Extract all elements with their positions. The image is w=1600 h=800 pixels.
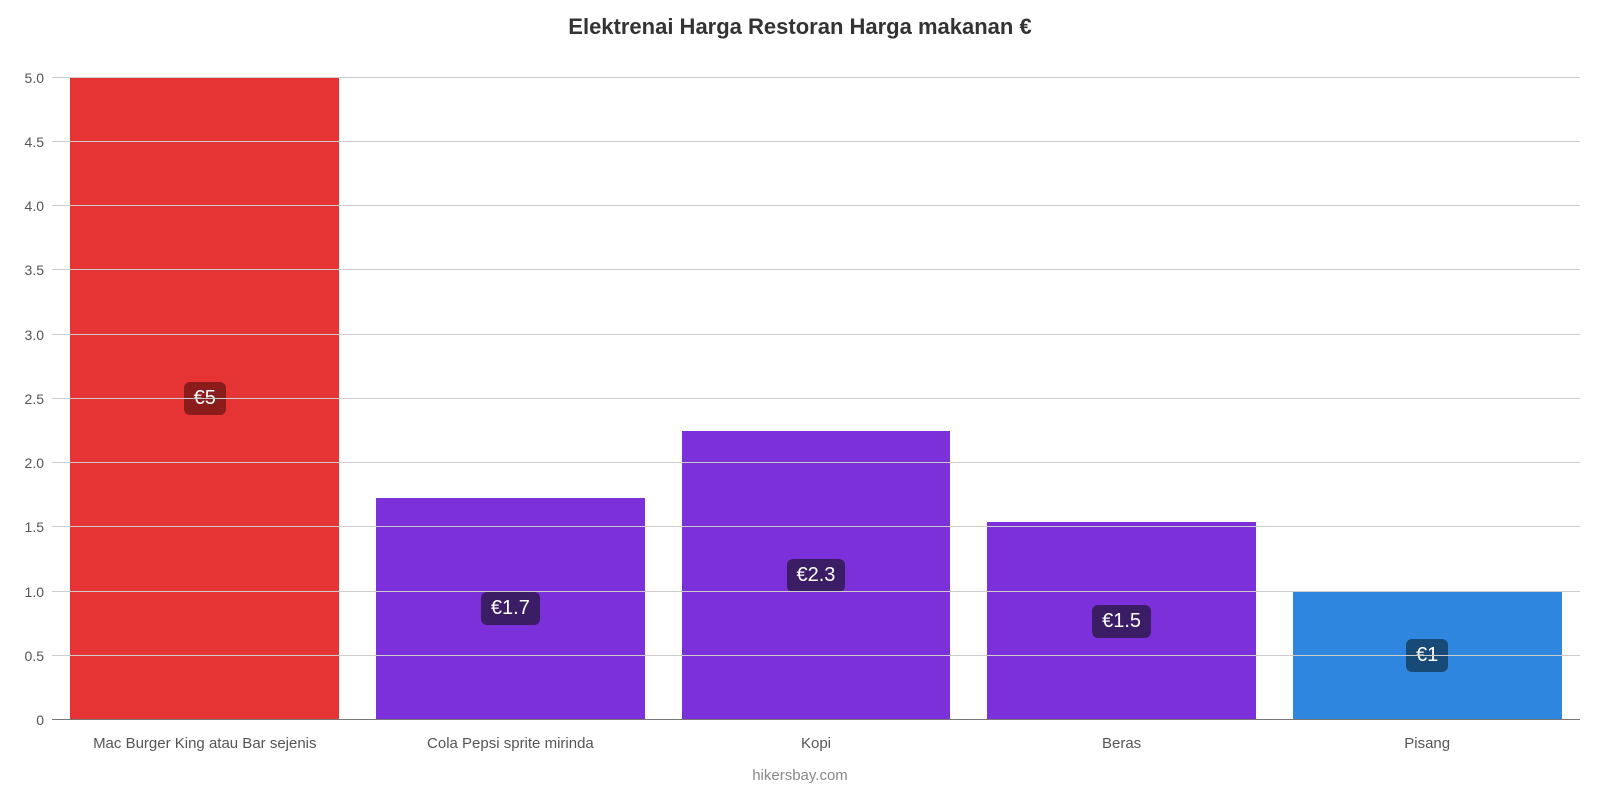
y-tick-label: 2.5 [25,391,52,407]
x-axis-baseline [52,719,1580,720]
grid-line [52,77,1580,78]
plot-area: €5€1.7€2.3€1.5€1 00.51.01.52.02.53.03.54… [52,52,1580,720]
bar-value-badge: €1.5 [1092,605,1151,638]
y-tick-label: 2.0 [25,455,52,471]
grid-line [52,205,1580,206]
bar: €1.5 [987,522,1256,720]
grid-line [52,655,1580,656]
grid-line [52,591,1580,592]
bar-slot: €5 [52,52,358,720]
bar: €2.3 [682,431,951,720]
bar-slot: €1.7 [358,52,664,720]
grid-line [52,334,1580,335]
x-axis-label: Cola Pepsi sprite mirinda [358,729,664,752]
grid-line [52,526,1580,527]
bars-container: €5 €1.7 €2.3 €1.5 €1 [52,52,1580,720]
chart-footer: hikersbay.com [0,767,1600,784]
x-axis-label: Kopi [663,729,969,752]
x-axis-label: Pisang [1274,729,1580,752]
y-tick-label: 3.0 [25,327,52,343]
chart-title: Elektrenai Harga Restoran Harga makanan … [0,0,1600,48]
bar-slot: €2.3 [663,52,969,720]
price-bar-chart: Elektrenai Harga Restoran Harga makanan … [0,0,1600,800]
grid-line [52,398,1580,399]
y-tick-label: 4.0 [25,198,52,214]
x-axis-label: Beras [969,729,1275,752]
x-axis-label: Mac Burger King atau Bar sejenis [52,729,358,752]
y-tick-label: 5.0 [25,70,52,86]
bar: €1.7 [376,498,645,720]
y-tick-label: 0.5 [25,648,52,664]
y-tick-label: 1.0 [25,584,52,600]
bar-slot: €1.5 [969,52,1275,720]
grid-line [52,269,1580,270]
grid-line [52,141,1580,142]
y-tick-label: 4.5 [25,134,52,150]
y-tick-label: 0 [36,712,52,728]
x-axis-labels: Mac Burger King atau Bar sejenisCola Pep… [52,729,1580,752]
bar-slot: €1 [1274,52,1580,720]
grid-line [52,462,1580,463]
y-tick-label: 3.5 [25,262,52,278]
bar-value-badge: €2.3 [787,559,846,592]
bar-value-badge: €1.7 [481,592,540,625]
y-tick-label: 1.5 [25,519,52,535]
